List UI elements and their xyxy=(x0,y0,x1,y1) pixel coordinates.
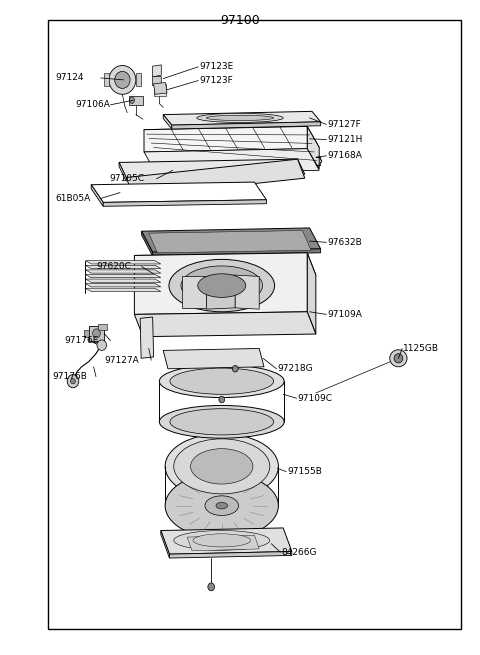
Polygon shape xyxy=(154,83,167,94)
Polygon shape xyxy=(144,126,319,151)
Ellipse shape xyxy=(67,375,79,388)
Polygon shape xyxy=(85,270,161,273)
Polygon shape xyxy=(172,122,321,129)
Ellipse shape xyxy=(170,409,274,435)
Text: 97109C: 97109C xyxy=(298,394,333,403)
Polygon shape xyxy=(129,96,143,105)
Polygon shape xyxy=(91,182,266,202)
Ellipse shape xyxy=(216,502,228,509)
Ellipse shape xyxy=(232,365,238,372)
Text: 97109A: 97109A xyxy=(327,310,362,319)
Ellipse shape xyxy=(394,354,403,363)
Polygon shape xyxy=(91,185,103,206)
Text: 97105C: 97105C xyxy=(109,174,144,183)
Polygon shape xyxy=(163,111,321,125)
Ellipse shape xyxy=(93,329,100,338)
Bar xyxy=(48,20,461,629)
Text: 97620C: 97620C xyxy=(96,262,131,271)
Text: 97632B: 97632B xyxy=(327,238,362,247)
Text: 97176E: 97176E xyxy=(65,336,99,345)
Ellipse shape xyxy=(71,379,75,384)
Ellipse shape xyxy=(109,66,136,94)
Polygon shape xyxy=(126,159,305,196)
Polygon shape xyxy=(134,253,316,278)
Ellipse shape xyxy=(390,350,407,367)
Ellipse shape xyxy=(191,449,253,484)
Text: 97127F: 97127F xyxy=(327,120,361,129)
Ellipse shape xyxy=(181,266,263,305)
Polygon shape xyxy=(85,265,161,269)
Polygon shape xyxy=(307,126,319,169)
Ellipse shape xyxy=(169,259,275,312)
Text: 97127A: 97127A xyxy=(105,356,139,365)
Text: 97124: 97124 xyxy=(55,73,84,83)
Polygon shape xyxy=(163,115,172,129)
Polygon shape xyxy=(187,535,259,551)
Text: 97121H: 97121H xyxy=(327,135,363,144)
Ellipse shape xyxy=(97,340,107,350)
Ellipse shape xyxy=(170,368,274,394)
Polygon shape xyxy=(134,253,307,314)
Polygon shape xyxy=(85,288,161,291)
Ellipse shape xyxy=(165,434,278,499)
Ellipse shape xyxy=(208,583,215,591)
Polygon shape xyxy=(307,253,316,334)
Ellipse shape xyxy=(205,496,239,515)
Text: 97123F: 97123F xyxy=(199,76,233,85)
Ellipse shape xyxy=(165,473,278,538)
Text: 97218G: 97218G xyxy=(277,364,313,373)
Ellipse shape xyxy=(206,115,274,121)
Ellipse shape xyxy=(197,113,283,122)
Polygon shape xyxy=(154,84,166,96)
Text: 97100: 97100 xyxy=(220,14,260,28)
Polygon shape xyxy=(85,274,161,278)
Ellipse shape xyxy=(159,405,284,438)
Text: 1125GB: 1125GB xyxy=(403,344,439,353)
Polygon shape xyxy=(153,249,321,256)
Polygon shape xyxy=(104,73,109,86)
Polygon shape xyxy=(163,348,264,369)
Polygon shape xyxy=(182,276,206,308)
Polygon shape xyxy=(206,275,235,309)
Polygon shape xyxy=(119,162,126,181)
Polygon shape xyxy=(144,149,319,174)
Polygon shape xyxy=(85,279,161,282)
Polygon shape xyxy=(136,73,141,86)
Polygon shape xyxy=(134,312,316,337)
Ellipse shape xyxy=(174,439,270,494)
Bar xyxy=(84,330,89,337)
Text: 61B05A: 61B05A xyxy=(55,194,90,203)
Text: 97168A: 97168A xyxy=(327,151,362,160)
Polygon shape xyxy=(149,231,311,253)
Ellipse shape xyxy=(130,97,134,103)
Ellipse shape xyxy=(174,531,270,550)
Ellipse shape xyxy=(198,274,246,297)
Polygon shape xyxy=(161,528,292,554)
Polygon shape xyxy=(85,284,161,287)
Ellipse shape xyxy=(219,396,225,403)
Polygon shape xyxy=(142,231,153,256)
Polygon shape xyxy=(153,77,161,86)
Text: 97176B: 97176B xyxy=(53,372,88,381)
Bar xyxy=(98,324,107,330)
Polygon shape xyxy=(161,531,169,558)
Polygon shape xyxy=(103,200,266,206)
Polygon shape xyxy=(85,261,161,264)
Polygon shape xyxy=(140,317,154,358)
Polygon shape xyxy=(235,275,259,309)
Text: 97123E: 97123E xyxy=(199,62,233,71)
Ellipse shape xyxy=(193,534,251,547)
Polygon shape xyxy=(169,552,292,558)
Text: 97155B: 97155B xyxy=(287,467,322,476)
Text: 84266G: 84266G xyxy=(281,548,317,557)
Polygon shape xyxy=(142,228,321,252)
Text: 97106A: 97106A xyxy=(76,100,111,109)
Polygon shape xyxy=(153,65,161,77)
Polygon shape xyxy=(119,159,305,178)
Bar xyxy=(89,326,104,341)
Ellipse shape xyxy=(159,365,284,398)
Ellipse shape xyxy=(115,71,130,88)
Polygon shape xyxy=(144,126,307,152)
